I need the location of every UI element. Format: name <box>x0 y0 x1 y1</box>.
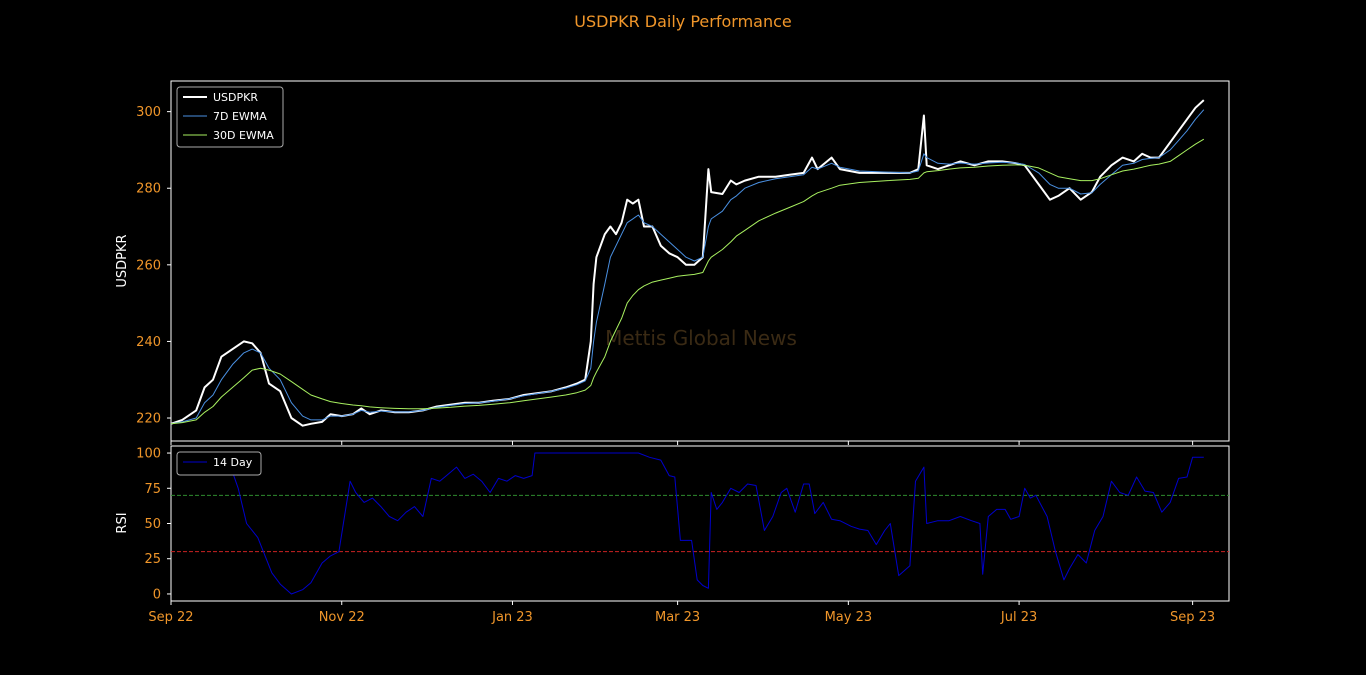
legend-box <box>176 86 284 148</box>
y-tick-label: 75 <box>144 482 161 497</box>
y-tick-label: 240 <box>136 335 161 350</box>
x-tick-label: Mar 23 <box>655 610 700 625</box>
series-line-rsi <box>207 452 1204 595</box>
price-panel: Mettis Global News 220 240 260 280 300 USDPKR U… <box>115 80 1230 445</box>
rsi-panel: 0 25 50 75 100 RSI Sep 22 Nov 22 Jan 23 Mar 23 May… <box>115 445 1230 625</box>
y-tick-label: 300 <box>136 105 161 120</box>
series-line-ewma7 <box>170 109 1205 425</box>
legend-box <box>176 451 262 476</box>
x-tick-label: Nov 22 <box>319 610 365 625</box>
series-line-usdpkr <box>170 99 1205 427</box>
y-tick-label: 50 <box>144 517 161 532</box>
x-tick-label: May 23 <box>825 610 873 625</box>
legend-label: USDPKR <box>213 91 258 104</box>
watermark: Mettis Global News <box>605 326 797 350</box>
y-tick-label: 100 <box>136 447 161 462</box>
y-tick-label: 260 <box>136 258 161 273</box>
legend-label: 14 Day <box>213 456 253 469</box>
legend-label: 30D EWMA <box>213 129 274 142</box>
y-axis-label: USDPKR <box>115 234 130 287</box>
chart-title: USDPKR Daily Performance <box>574 12 792 31</box>
legend-label: 7D EWMA <box>213 110 267 123</box>
y-tick-label: 0 <box>153 587 161 602</box>
x-tick-label: Jul 23 <box>1000 610 1037 625</box>
y-tick-label: 25 <box>144 552 161 567</box>
x-tick-label: Sep 22 <box>148 610 193 625</box>
y-axis-label: RSI <box>115 512 130 533</box>
y-tick-label: 220 <box>136 412 161 427</box>
x-tick-label: Sep 23 <box>1170 610 1215 625</box>
series-line-ewma30 <box>170 138 1205 425</box>
x-tick-label: Jan 23 <box>491 610 533 625</box>
y-tick-label: 280 <box>136 182 161 197</box>
plot-frame <box>170 445 1230 602</box>
